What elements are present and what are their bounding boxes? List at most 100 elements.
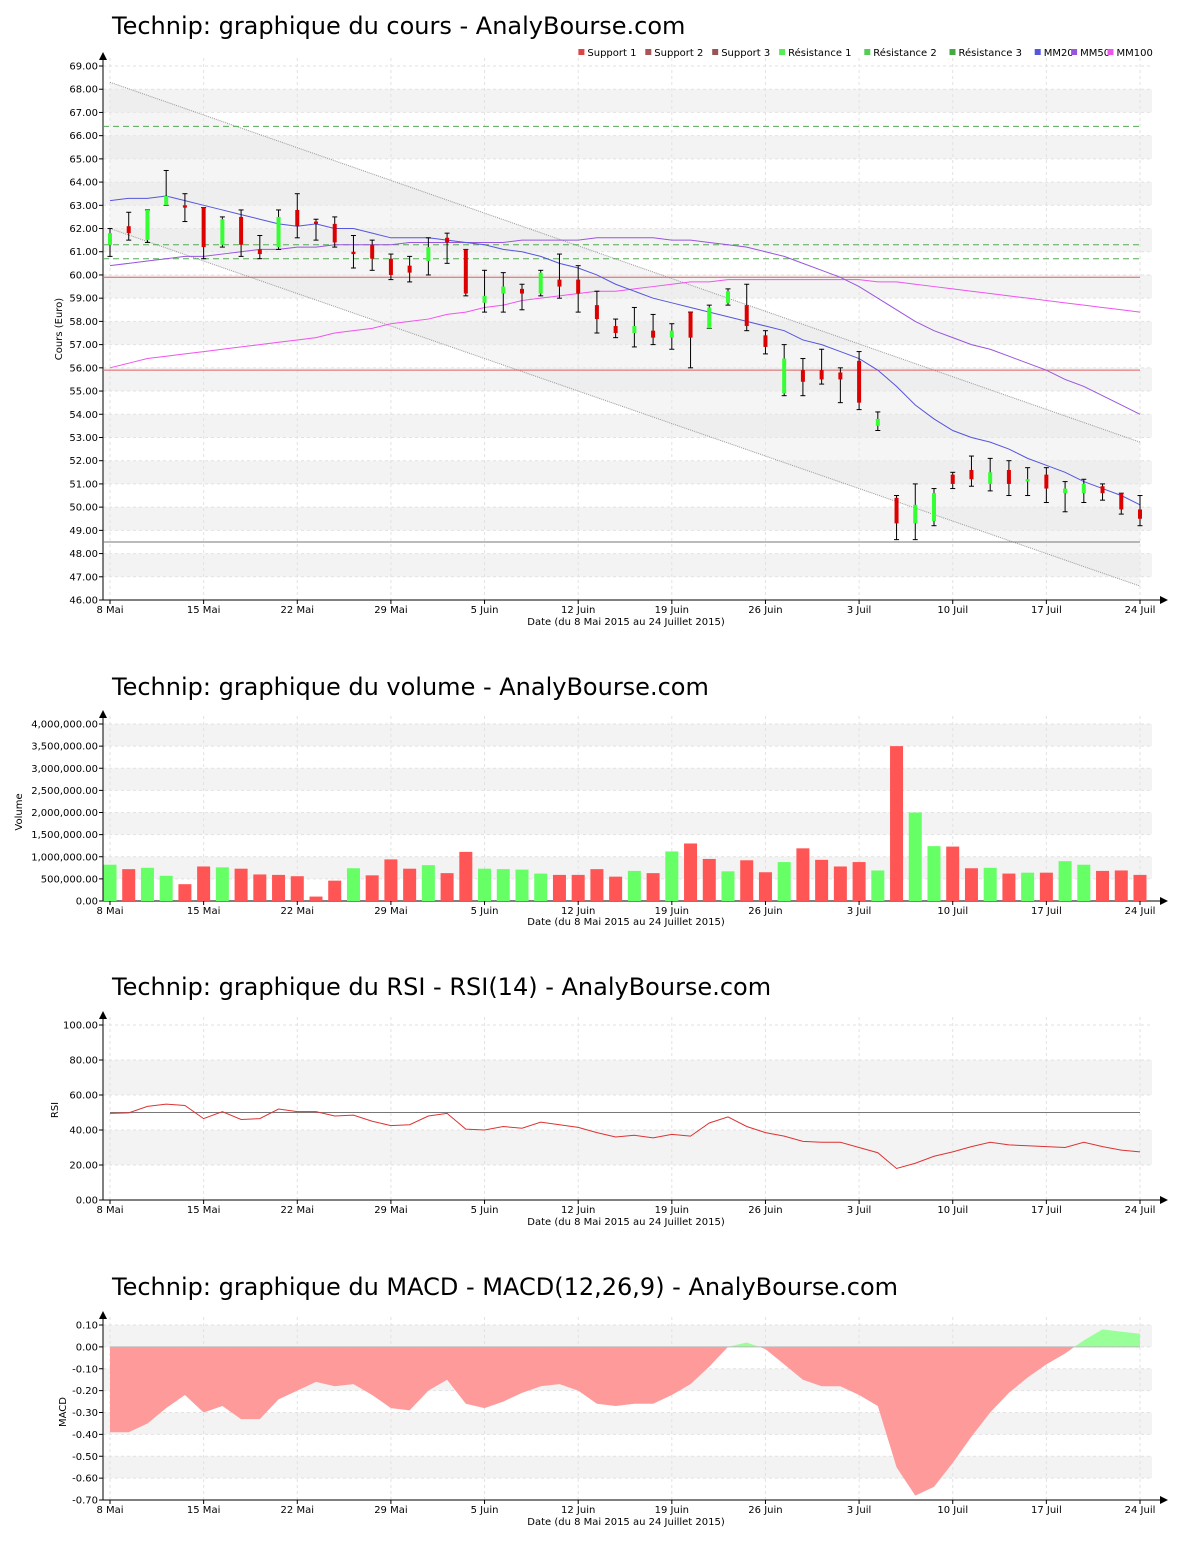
macd-x-tick-label: 12 Juin (561, 1505, 595, 1516)
legend-label: Support 2 (654, 48, 703, 59)
volume-bar (365, 875, 379, 901)
candle-body (538, 272, 543, 294)
legend-swatch (949, 49, 956, 55)
price-y-tick-label: 53.00 (69, 433, 98, 444)
volume-x-tick-label: 22 Mai (281, 906, 314, 917)
volume-x-tick-label: 19 Juin (655, 906, 689, 917)
rsi-x-tick-label: 10 Juil (937, 1205, 968, 1216)
candle-body (520, 288, 524, 294)
rsi-y-tick-label: 60.00 (69, 1091, 98, 1102)
volume-bar (272, 874, 286, 901)
candle-body (913, 504, 918, 524)
candle-body (482, 295, 487, 303)
candle-body (726, 291, 730, 303)
candle-body (875, 418, 880, 426)
candle-body (276, 216, 281, 248)
candle-body (1006, 469, 1011, 484)
macd-y-tick-label: -0.10 (72, 1364, 98, 1375)
price-band (103, 135, 1152, 159)
price-x-tick-label: 15 Mai (187, 605, 220, 616)
price-y-axis-arrow (99, 52, 107, 60)
macd-chart-title: Technip: graphique du MACD - MACD(12,26,… (111, 1273, 898, 1301)
macd-y-tick-label: 0.10 (76, 1321, 98, 1332)
volume-bar (702, 858, 716, 901)
candle-body (164, 196, 169, 206)
legend-label: Résistance 1 (788, 47, 851, 59)
volume-y-tick-label: 1,500,000.00 (31, 830, 98, 841)
volume-bar (234, 868, 248, 901)
rsi-x-tick-label: 8 Mai (96, 1205, 123, 1216)
price-y-tick-label: 54.00 (69, 410, 98, 421)
volume-y-tick-label: 0.00 (76, 897, 98, 908)
price-y-tick-label: 47.00 (69, 572, 98, 583)
volume-x-tick-label: 10 Juil (937, 906, 968, 917)
price-x-axis-label: Date (du 8 Mai 2015 au 24 Juillet 2015) (527, 617, 725, 628)
rsi-x-tick-label: 12 Juin (561, 1205, 595, 1216)
volume-chart: Technip: graphique du volume - AnalyBour… (14, 673, 1168, 928)
macd-y-tick-label: 0.00 (76, 1342, 98, 1353)
macd-y-tick-label: -0.70 (72, 1496, 98, 1507)
candle-body (145, 209, 150, 241)
rsi-x-tick-label: 29 Mai (374, 1205, 407, 1216)
legend-label: MM50 (1080, 48, 1110, 59)
candle-body (950, 474, 955, 484)
volume-bar (1096, 870, 1110, 901)
price-y-tick-label: 65.00 (69, 154, 98, 165)
volume-bar (890, 746, 904, 901)
volume-x-tick-label: 15 Mai (187, 906, 220, 917)
volume-bar (122, 869, 136, 901)
macd-y-tick-label: -0.60 (72, 1474, 98, 1485)
volume-bar (946, 846, 960, 901)
legend-label: Support 3 (721, 48, 770, 59)
price-band (103, 321, 1152, 345)
candle-body (557, 279, 562, 287)
candle-body (782, 358, 787, 394)
volume-band (103, 724, 1152, 747)
legend-swatch (1107, 49, 1114, 55)
legend-label: MM20 (1044, 48, 1074, 59)
volume-y-tick-label: 3,000,000.00 (31, 764, 98, 775)
price-x-tick-label: 17 Juil (1031, 605, 1062, 616)
volume-bar (534, 873, 548, 901)
candle-body (314, 221, 318, 224)
candle-body (182, 205, 187, 208)
candle-body (838, 372, 843, 380)
price-y-tick-label: 46.00 (69, 596, 98, 607)
macd-x-tick-label: 26 Juin (748, 1505, 782, 1516)
volume-bar (1021, 872, 1035, 901)
price-y-axis-label: Cours (Euro) (54, 298, 65, 361)
rsi-y-tick-label: 20.00 (69, 1161, 98, 1172)
volume-bar (740, 860, 754, 901)
candle-body (501, 286, 506, 294)
macd-positive-area (728, 1342, 760, 1347)
price-x-axis-arrow (1160, 596, 1168, 604)
price-x-tick-label: 24 Juil (1125, 605, 1156, 616)
price-x-tick-label: 26 Juin (748, 605, 782, 616)
volume-bar (403, 868, 417, 901)
volume-bar (140, 867, 154, 901)
volume-bar (253, 874, 267, 901)
volume-x-tick-label: 26 Juin (748, 906, 782, 917)
candle-body (220, 219, 225, 245)
volume-y-tick-label: 2,500,000.00 (31, 786, 98, 797)
price-band (103, 460, 1152, 484)
volume-bar (178, 884, 192, 901)
candle-body (819, 370, 824, 380)
volume-x-axis-label: Date (du 8 Mai 2015 au 24 Juillet 2015) (527, 917, 725, 928)
volume-bar (721, 871, 735, 901)
price-x-tick-label: 3 Juil (847, 605, 871, 616)
price-band (103, 414, 1152, 438)
volume-x-tick-label: 17 Juil (1031, 906, 1062, 917)
rsi-y-tick-label: 40.00 (69, 1126, 98, 1137)
volume-bar (609, 876, 623, 901)
rsi-x-tick-label: 19 Juin (655, 1205, 689, 1216)
rsi-x-tick-label: 3 Juil (847, 1205, 871, 1216)
candle-body (351, 251, 356, 255)
legend-swatch (864, 49, 871, 55)
volume-bar (908, 812, 922, 901)
price-band (103, 228, 1152, 252)
price-y-tick-label: 64.00 (69, 178, 98, 189)
volume-y-axis-label: Volume (14, 793, 25, 830)
mm50-line (109, 237, 1141, 415)
macd-x-tick-label: 29 Mai (374, 1505, 407, 1516)
